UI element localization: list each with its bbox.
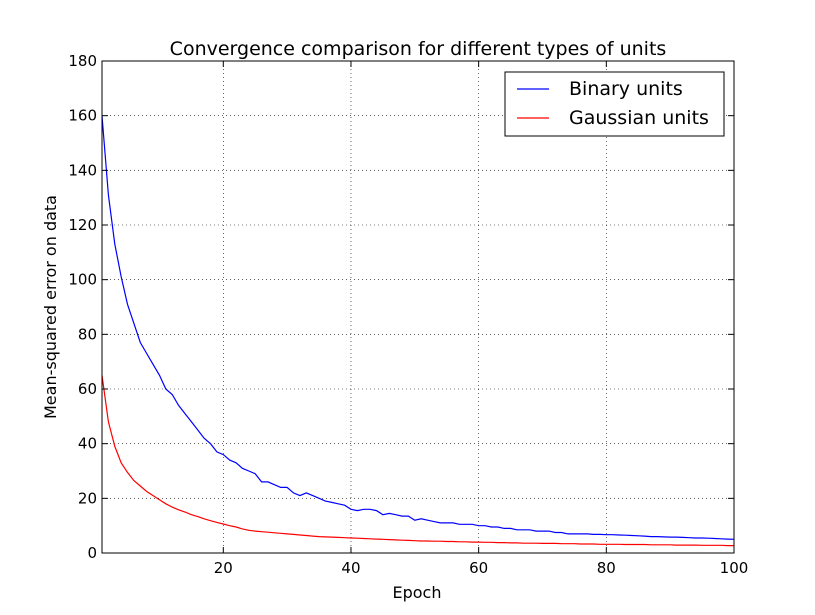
y-tick-label: 160 — [68, 107, 97, 125]
y-tick-label: 60 — [78, 380, 97, 398]
y-tick-label: 100 — [68, 271, 97, 289]
plot-area-frame — [101, 60, 735, 554]
y-tick-label: 140 — [68, 161, 97, 179]
series-line-binary-units — [102, 115, 734, 540]
x-tick-label: 40 — [341, 559, 360, 577]
chart-title: Convergence comparison for different typ… — [170, 38, 667, 60]
y-tick-label: 20 — [78, 489, 97, 507]
axis-ticks: 20 40 60 80 100 0 20 40 60 80 100 120 140 160 180 — [68, 52, 748, 577]
x-tick-label: 80 — [597, 559, 616, 577]
y-axis-label: Mean-squared error on data — [41, 195, 60, 419]
legend-label-gaussian-units: Gaussian units — [569, 107, 709, 129]
y-tick-label: 80 — [78, 325, 97, 343]
legend-box — [504, 71, 725, 137]
y-tick-label: 40 — [78, 435, 97, 453]
y-tick-label: 0 — [87, 544, 97, 562]
legend: Binary units Gaussian units — [504, 71, 725, 137]
x-tick-label: 100 — [720, 559, 749, 577]
x-tick-label: 60 — [469, 559, 488, 577]
series-line-gaussian-units — [102, 375, 734, 547]
y-tick-label: 120 — [68, 216, 97, 234]
x-axis-label: Epoch — [393, 583, 442, 602]
legend-label-binary-units: Binary units — [569, 78, 683, 100]
x-tick-label: 20 — [214, 559, 233, 577]
series-lines — [102, 115, 734, 547]
y-tick-label: 180 — [68, 52, 97, 70]
